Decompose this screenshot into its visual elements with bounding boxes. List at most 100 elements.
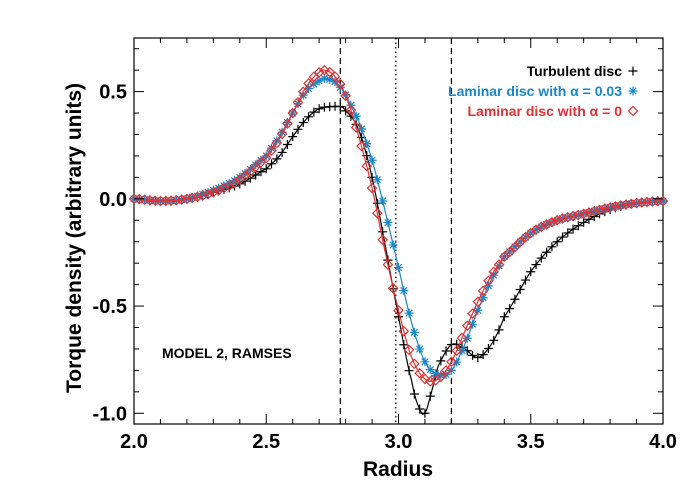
- asterisk-marker: [245, 164, 255, 174]
- diamond-marker: [435, 371, 447, 383]
- asterisk-marker: [367, 155, 377, 165]
- asterisk-marker: [378, 196, 388, 206]
- diamond-marker: [218, 182, 230, 194]
- diamond-marker: [181, 193, 193, 205]
- asterisk-marker: [325, 74, 335, 84]
- plus-marker: [415, 404, 425, 414]
- asterisk-marker: [261, 151, 271, 161]
- asterisk-marker: [256, 155, 266, 165]
- plus-marker: [515, 285, 525, 294]
- plus-marker: [282, 140, 292, 150]
- asterisk-marker: [272, 136, 282, 146]
- diamond-marker: [345, 104, 357, 116]
- diamond-marker: [451, 345, 463, 357]
- plus-marker: [267, 159, 277, 169]
- plus-marker: [441, 346, 451, 356]
- asterisk-marker: [404, 308, 414, 318]
- plus-marker: [425, 391, 435, 401]
- diamond-marker: [382, 259, 394, 270]
- diamond-marker: [578, 208, 589, 220]
- diamond-marker: [504, 246, 515, 258]
- asterisk-marker: [420, 357, 430, 367]
- plus-marker: [505, 304, 515, 314]
- legend: Turbulent disc Laminar disc with α = 0.03…: [448, 63, 639, 119]
- diamond-marker: [377, 234, 388, 246]
- diamond-marker: [631, 197, 642, 209]
- diamond-marker: [604, 202, 616, 213]
- diamond-marker: [456, 332, 468, 344]
- diamond-marker: [297, 86, 309, 98]
- diamond-marker: [303, 78, 314, 89]
- diamond-marker: [567, 210, 579, 222]
- diamond-marker: [356, 140, 367, 152]
- asterisk-marker: [224, 178, 234, 188]
- diamond-marker: [334, 78, 346, 90]
- plus-marker: [489, 335, 499, 345]
- asterisk-marker: [230, 176, 240, 186]
- diamond-marker: [287, 107, 299, 119]
- asterisk-marker: [240, 169, 250, 179]
- asterisk-marker: [351, 111, 361, 121]
- data-series: [128, 64, 669, 418]
- diamond-marker: [340, 90, 351, 102]
- plus-marker: [531, 260, 541, 270]
- diamond-marker: [652, 195, 664, 207]
- diamond-marker: [165, 195, 177, 206]
- x-tick-label: 2.0: [120, 431, 148, 453]
- diamond-marker: [271, 137, 283, 149]
- y-axis-title: Torque density (arbitrary units): [63, 83, 86, 393]
- asterisk-marker: [409, 327, 419, 337]
- diamond-marker: [366, 182, 378, 194]
- model-annotation: MODEL 2, RAMSES: [162, 345, 292, 361]
- diamond-marker: [627, 105, 639, 117]
- plus-marker: [520, 275, 530, 285]
- asterisk-marker: [314, 76, 324, 86]
- asterisk-marker: [298, 90, 308, 100]
- diamond-marker: [213, 185, 224, 196]
- asterisk-marker: [415, 344, 425, 354]
- diamond-marker: [371, 207, 383, 219]
- plus-marker: [399, 340, 409, 350]
- plus-marker: [478, 350, 488, 360]
- plus-marker: [473, 353, 483, 363]
- diamond-marker: [393, 304, 404, 316]
- plus-marker: [536, 253, 546, 263]
- diamond-marker: [424, 375, 436, 387]
- diamond-marker: [483, 275, 494, 287]
- diamond-marker: [599, 203, 611, 214]
- plus-marker: [547, 242, 557, 252]
- diamond-marker: [493, 259, 505, 270]
- plus-marker: [256, 167, 266, 177]
- plus-marker: [557, 232, 567, 242]
- plus-marker: [288, 132, 298, 142]
- plus-marker: [499, 312, 509, 322]
- plus-marker: [272, 154, 282, 164]
- asterisk-marker: [335, 82, 345, 92]
- diamond-marker: [641, 196, 653, 208]
- plus-marker: [341, 106, 351, 116]
- diamond-marker: [350, 122, 362, 133]
- diamond-marker: [192, 191, 203, 203]
- legend-label: Laminar disc with α = 0.03: [448, 83, 622, 99]
- diamond-marker: [573, 209, 584, 221]
- asterisk-marker: [399, 286, 409, 296]
- series-turbulent: [129, 101, 668, 418]
- diamond-marker: [276, 128, 288, 140]
- asterisk-marker: [388, 240, 398, 250]
- diamond-marker: [223, 180, 235, 191]
- diamond-marker: [186, 192, 198, 204]
- asterisk-marker: [462, 333, 472, 343]
- diamond-marker: [472, 296, 484, 308]
- asterisk-marker: [489, 270, 499, 280]
- diamond-marker: [282, 118, 293, 130]
- diamond-marker: [409, 358, 420, 370]
- plus-marker: [468, 350, 478, 360]
- diamond-marker: [260, 152, 272, 164]
- diamond-marker: [477, 285, 489, 297]
- series-line: [133, 105, 664, 415]
- asterisk-marker: [431, 369, 441, 379]
- plus-marker: [304, 112, 314, 122]
- asterisk-marker: [473, 305, 483, 315]
- diamond-marker: [446, 356, 457, 368]
- asterisk-marker: [425, 365, 435, 375]
